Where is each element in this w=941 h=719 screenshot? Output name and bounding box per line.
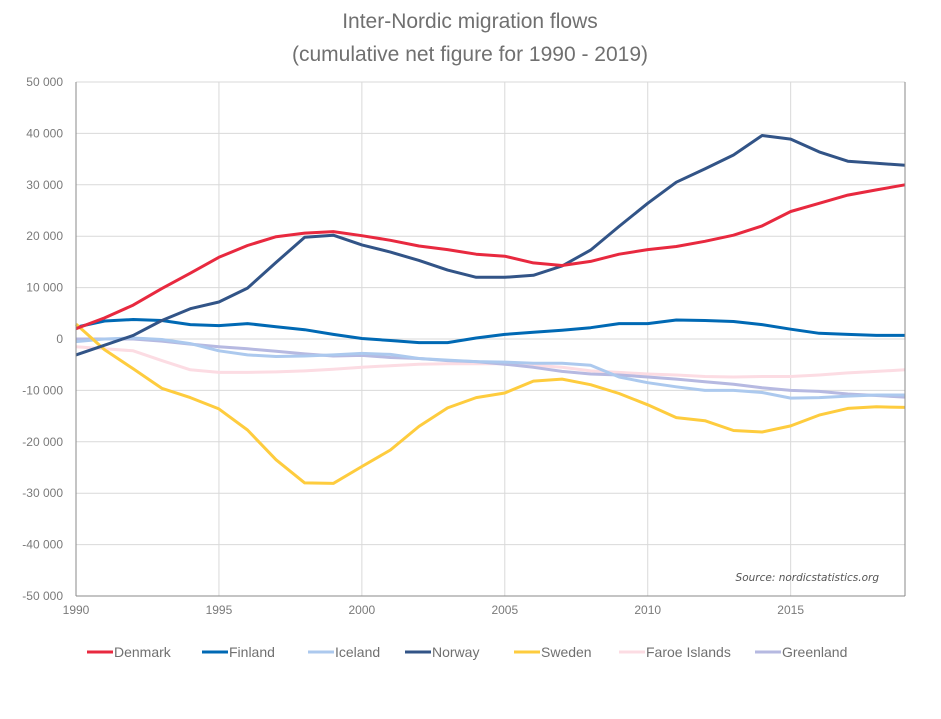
series-lines	[74, 134, 906, 485]
series-line-sweden	[74, 322, 906, 485]
legend-item-norway: Norway	[405, 644, 479, 660]
legend-item-iceland: Iceland	[308, 644, 380, 660]
y-tick-label: 40 000	[26, 126, 63, 140]
x-tick-label: 2015	[777, 603, 804, 617]
y-axis-ticks: 50 000 40 000 30 000 20 000 10 000 0 -10 000 -2…	[22, 75, 63, 603]
x-tick-label: 2000	[349, 603, 376, 617]
x-tick-label: 2010	[634, 603, 661, 617]
legend-label: Greenland	[782, 644, 847, 660]
y-tick-label: 10 000	[26, 281, 63, 295]
chart-subtitle: (cumulative net figure for 1990 - 2019)	[292, 43, 648, 66]
source-annotation: Source: nordicstatistics.org	[736, 572, 880, 584]
y-tick-label: -20 000	[22, 435, 63, 449]
series-line-iceland	[75, 336, 905, 400]
series-line-greenland	[76, 337, 906, 399]
legend-label: Faroe Islands	[646, 644, 731, 660]
legend-item-greenland: Greenland	[755, 644, 847, 660]
x-tick-label: 1990	[63, 603, 90, 617]
legend-label: Iceland	[335, 644, 380, 660]
y-tick-label: 20 000	[26, 229, 63, 243]
legend-label: Denmark	[114, 644, 172, 660]
chart-title: Inter-Nordic migration flows	[342, 10, 598, 33]
series-line-norway	[75, 134, 906, 357]
legend: Denmark Finland Iceland Norway Sweden Faroe I…	[87, 644, 847, 660]
legend-item-finland: Finland	[202, 644, 275, 660]
x-tick-label: 2005	[491, 603, 518, 617]
y-tick-label: 50 000	[26, 75, 63, 89]
series-line-denmark	[75, 183, 906, 331]
y-tick-label: -10 000	[22, 383, 63, 397]
y-tick-label: -30 000	[22, 486, 63, 500]
legend-label: Finland	[229, 644, 275, 660]
gridlines	[76, 81, 905, 597]
series-line-finland	[75, 318, 905, 345]
y-tick-label: 30 000	[26, 178, 63, 192]
legend-label: Norway	[432, 644, 479, 660]
y-tick-label: -50 000	[22, 589, 63, 603]
x-axis-ticks: 1990 1995 2000 2005 2010 2015	[63, 603, 805, 617]
y-tick-label: -40 000	[22, 538, 63, 552]
y-tick-label: 0	[56, 332, 63, 346]
legend-item-faroe-islands: Faroe Islands	[619, 644, 731, 660]
legend-item-denmark: Denmark	[87, 644, 172, 660]
x-tick-label: 1995	[206, 603, 233, 617]
legend-label: Sweden	[541, 644, 592, 660]
plot-frame	[75, 82, 906, 597]
legend-item-sweden: Sweden	[514, 644, 592, 660]
